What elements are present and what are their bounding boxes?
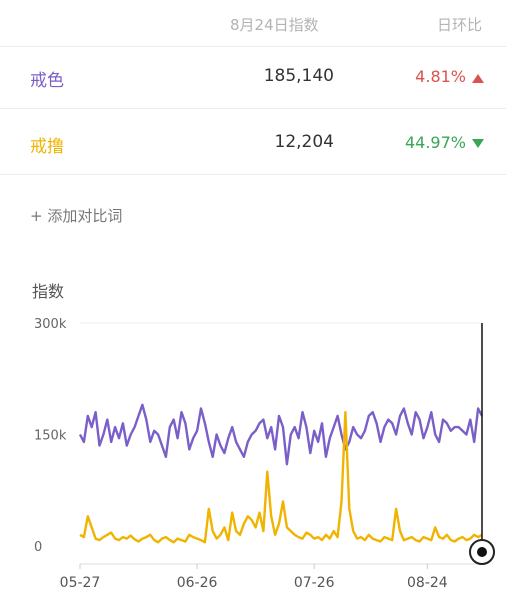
y-tick-label: 150k [34,429,67,444]
ratio-column-header: 日环比 [436,16,482,34]
trend-down-icon [472,139,484,148]
series-line [79,410,483,544]
term-label: 戒色 [30,71,64,91]
cursor-dot [477,547,487,557]
change-percent: 4.81% [415,67,466,86]
chart-ylabel: 指数 [32,282,65,301]
x-tick-label: 07-26 [294,575,335,591]
change-percent: 44.97% [404,133,466,152]
trend-up-icon [472,74,484,83]
x-tick-label: 05-27 [60,575,101,591]
y-tick-label: 0 [34,540,42,555]
series-line [78,403,484,466]
index-line-chart: 300k 150k 0 05-27 06-26 07-26 08-24 [34,317,495,591]
table-header: 8月24日指数 日环比 [0,0,506,46]
divider [0,108,506,109]
add-compare-term-button[interactable]: + 添加对比词 [30,207,123,225]
term-value: 185,140 [263,66,334,86]
x-tick-label: 06-26 [177,575,218,591]
divider [0,46,506,47]
divider [0,174,506,175]
term-label: 戒撸 [30,137,64,157]
x-tick-label: 08-24 [407,575,448,591]
term-value: 12,204 [274,132,334,152]
term-row-1[interactable]: 戒色 185,140 4.81% [0,46,506,108]
y-tick-label: 300k [34,317,67,332]
date-column-header: 8月24日指数 [230,16,319,34]
term-row-2[interactable]: 戒撸 12,204 44.97% [0,108,506,172]
